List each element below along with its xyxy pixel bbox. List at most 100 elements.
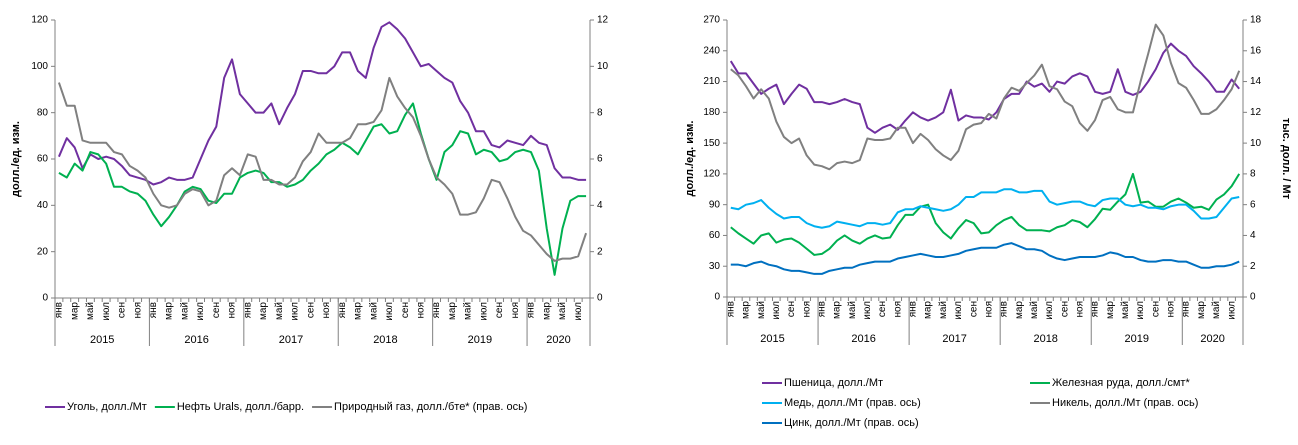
year-label: 2020 <box>1200 333 1224 345</box>
y-tick-label: 150 <box>703 138 720 149</box>
x-tick-label: ноя <box>892 301 903 318</box>
series-line <box>730 172 1241 256</box>
x-tick-label: мар <box>258 302 269 320</box>
x-tick-label: янв <box>999 301 1010 317</box>
year-label: 2016 <box>851 333 875 345</box>
x-tick-label: мар <box>741 301 752 319</box>
x-tick-label: май <box>274 302 285 320</box>
x-tick-label: ноя <box>510 302 521 319</box>
year-label: 2018 <box>1033 333 1057 345</box>
y2-axis-title: тыс. долл. / Мт <box>1280 118 1292 200</box>
x-tick-label: янв <box>54 302 65 318</box>
x-tick-label: янв <box>148 302 159 318</box>
y-tick-label: 0 <box>42 293 48 304</box>
x-tick-label: июл <box>384 302 395 321</box>
x-tick-label: июл <box>771 301 782 320</box>
y-tick-label: 20 <box>37 246 49 257</box>
y-tick-label: 180 <box>703 107 720 118</box>
x-tick-label: ноя <box>983 301 994 318</box>
x-tick-label: июл <box>101 302 112 321</box>
year-label: 2017 <box>942 333 966 345</box>
year-label: 2019 <box>468 334 492 346</box>
x-tick-label: май <box>463 302 474 320</box>
x-tick-label: сен <box>494 302 505 318</box>
legend-label: Нефть Urals, долл./барр. <box>177 401 304 413</box>
x-tick-label: янв <box>1090 301 1101 317</box>
x-tick-label: ноя <box>321 302 332 319</box>
y2-tick-label: 10 <box>597 61 609 72</box>
year-label: 2016 <box>184 334 208 346</box>
x-tick-label: янв <box>431 302 442 318</box>
x-tick-label: июл <box>1044 301 1055 320</box>
y2-tick-label: 6 <box>1250 199 1256 210</box>
x-tick-label: мар <box>923 301 934 319</box>
x-tick-label: ноя <box>132 302 143 319</box>
x-tick-label: янв <box>816 301 827 317</box>
series-line <box>730 242 1240 275</box>
x-tick-label: ноя <box>801 301 812 318</box>
y-tick-label: 30 <box>709 261 721 272</box>
x-tick-label: май <box>368 302 379 320</box>
legend-label: Никель, долл./Мт (прав. ось) <box>1052 397 1198 409</box>
y2-tick-label: 8 <box>597 107 603 118</box>
y2-tick-label: 8 <box>1250 169 1256 180</box>
y2-tick-label: 16 <box>1250 45 1262 56</box>
y-tick-label: 80 <box>37 107 49 118</box>
x-tick-label: янв <box>725 301 736 317</box>
legend-label: Медь, долл./Мт (прав. ось) <box>784 397 921 409</box>
x-tick-label: сен <box>1059 301 1070 317</box>
x-tick-label: май <box>1029 301 1040 319</box>
x-tick-label: ноя <box>1166 301 1177 318</box>
x-tick-label: сен <box>117 302 128 318</box>
x-tick-label: мар <box>1196 301 1207 319</box>
y2-tick-label: 12 <box>597 15 609 26</box>
x-tick-label: май <box>557 302 568 320</box>
y-tick-label: 210 <box>703 76 720 87</box>
y2-tick-label: 12 <box>1250 107 1262 118</box>
y-tick-label: 40 <box>37 200 49 211</box>
x-tick-label: сен <box>968 301 979 317</box>
x-tick-label: июл <box>478 302 489 321</box>
x-tick-label: июл <box>195 302 206 321</box>
y2-tick-label: 2 <box>597 246 603 257</box>
x-tick-label: сен <box>877 301 888 317</box>
x-tick-label: мар <box>447 302 458 320</box>
year-label: 2017 <box>279 334 303 346</box>
x-tick-label: сен <box>305 302 316 318</box>
x-tick-label: сен <box>211 302 222 318</box>
y2-tick-label: 18 <box>1250 15 1262 26</box>
x-tick-label: июл <box>573 302 584 321</box>
x-tick-label: сен <box>786 301 797 317</box>
year-label: 2020 <box>546 334 570 346</box>
y-tick-label: 0 <box>714 292 720 303</box>
x-tick-label: июл <box>1226 301 1237 320</box>
y2-tick-label: 14 <box>1250 76 1262 87</box>
y-tick-label: 240 <box>703 45 720 56</box>
x-tick-label: июл <box>953 301 964 320</box>
year-label: 2015 <box>760 333 784 345</box>
y2-tick-label: 2 <box>1250 261 1256 272</box>
y-tick-label: 100 <box>31 61 48 72</box>
y-tick-label: 90 <box>709 199 721 210</box>
x-tick-label: мар <box>1014 301 1025 319</box>
y2-tick-label: 0 <box>597 293 603 304</box>
y-tick-label: 60 <box>37 154 49 165</box>
year-label: 2015 <box>90 334 114 346</box>
legend-label: Цинк, долл./Мт (прав. ось) <box>784 417 919 429</box>
x-tick-label: май <box>1120 301 1131 319</box>
x-tick-label: май <box>938 301 949 319</box>
x-tick-label: мар <box>1105 301 1116 319</box>
x-tick-label: янв <box>526 302 537 318</box>
x-tick-label: сен <box>1150 301 1161 317</box>
x-tick-label: ноя <box>415 302 426 319</box>
y-tick-label: 270 <box>703 15 720 26</box>
y-tick-label: 120 <box>31 15 48 26</box>
legend-label: Природный газ, долл./бте* (прав. ось) <box>334 401 527 413</box>
x-tick-label: май <box>756 301 767 319</box>
legend-label: Уголь, долл./Мт <box>67 401 147 413</box>
x-tick-label: ноя <box>1074 301 1085 318</box>
x-tick-label: мар <box>832 301 843 319</box>
x-tick-label: май <box>847 301 858 319</box>
y-axis-title: долл./ед. изм. <box>684 121 696 197</box>
series-line <box>730 23 1241 171</box>
